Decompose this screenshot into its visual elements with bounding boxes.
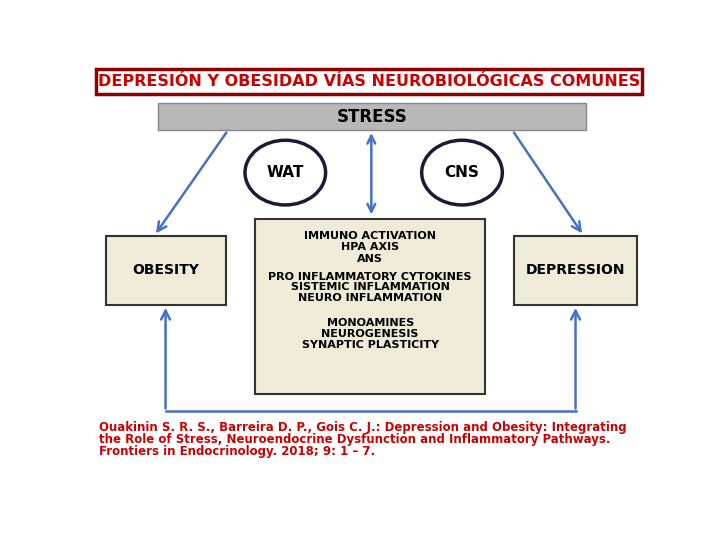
FancyBboxPatch shape xyxy=(96,69,642,94)
FancyBboxPatch shape xyxy=(514,236,637,305)
Text: SYNAPTIC PLASTICITY: SYNAPTIC PLASTICITY xyxy=(302,340,438,350)
Text: PRO INFLAMMATORY CYTOKINES: PRO INFLAMMATORY CYTOKINES xyxy=(269,272,472,281)
Text: DEPRESSION: DEPRESSION xyxy=(526,264,625,278)
Text: OBESITY: OBESITY xyxy=(132,264,199,278)
Text: the Role of Stress, Neuroendocrine Dysfunction and Inflammatory Pathways.: the Role of Stress, Neuroendocrine Dysfu… xyxy=(99,433,611,446)
Text: WAT: WAT xyxy=(266,165,304,180)
Text: NEURO INFLAMMATION: NEURO INFLAMMATION xyxy=(298,293,442,303)
Text: HPA AXIS: HPA AXIS xyxy=(341,242,399,252)
Ellipse shape xyxy=(422,140,503,205)
Text: DEPRESIÓN Y OBESIDAD VÍAS NEUROBIOLÓGICAS COMUNES: DEPRESIÓN Y OBESIDAD VÍAS NEUROBIOLÓGICA… xyxy=(98,74,640,89)
Text: SISTEMIC INFLAMMATION: SISTEMIC INFLAMMATION xyxy=(291,282,449,292)
Text: ANS: ANS xyxy=(357,254,383,264)
Text: Frontiers in Endocrinology. 2018; 9: 1 – 7.: Frontiers in Endocrinology. 2018; 9: 1 –… xyxy=(99,445,375,458)
FancyBboxPatch shape xyxy=(255,219,485,394)
Text: IMMUNO ACTIVATION: IMMUNO ACTIVATION xyxy=(304,231,436,241)
Text: Ouakinin S. R. S., Barreira D. P., Gois C. J.: Depression and Obesity: Integrati: Ouakinin S. R. S., Barreira D. P., Gois … xyxy=(99,421,627,434)
FancyBboxPatch shape xyxy=(106,236,225,305)
FancyBboxPatch shape xyxy=(158,103,586,130)
Text: NEUROGENESIS: NEUROGENESIS xyxy=(321,328,419,339)
Text: CNS: CNS xyxy=(444,165,480,180)
Text: STRESS: STRESS xyxy=(337,108,408,126)
Ellipse shape xyxy=(245,140,325,205)
Text: MONOAMINES: MONOAMINES xyxy=(327,318,414,328)
